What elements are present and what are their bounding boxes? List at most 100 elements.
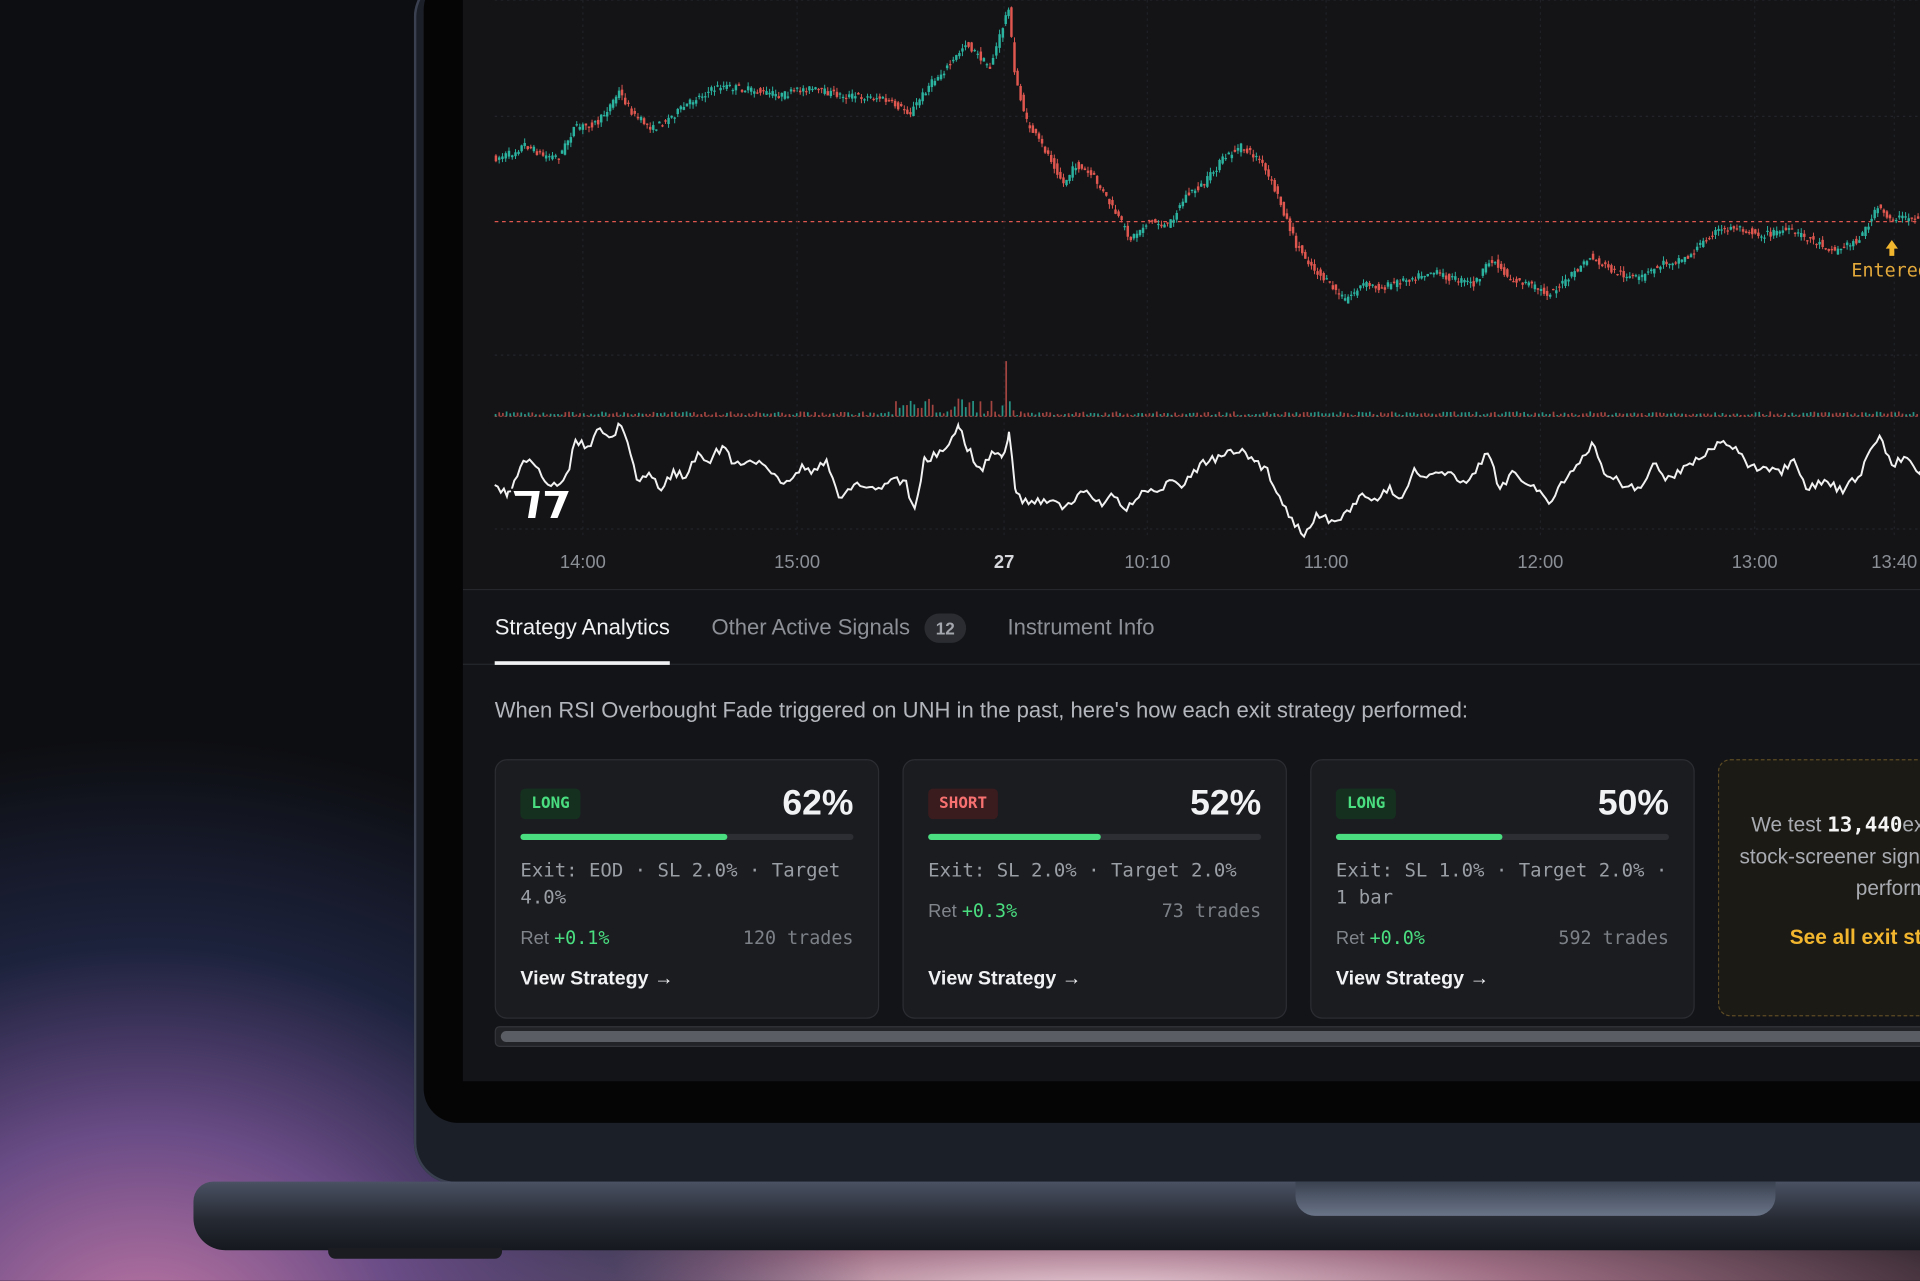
candle [620,89,624,96]
candle [1585,261,1589,265]
view-strategy-link[interactable]: View Strategy → [928,968,1082,990]
volume-bar [1795,414,1797,417]
volume-bar [828,413,831,417]
volume-bar [704,411,706,417]
candle [1692,253,1696,255]
win-rate-bar [1335,833,1503,841]
candle [1594,259,1598,262]
candle [1910,217,1914,219]
candle [1601,264,1604,267]
candle [1653,268,1656,274]
tab[interactable]: Instrument Info [1007,590,1154,665]
view-strategy-link[interactable]: View Strategy → [520,968,674,990]
card-header: LONG 50% [1335,782,1669,824]
candle [1542,287,1546,294]
candle [1120,216,1123,221]
volume-bar [1236,414,1239,417]
volume-bar [1673,412,1676,417]
candle [1812,236,1815,240]
candle [1898,215,1901,218]
volume-bar [1174,412,1177,417]
side-badge: LONG [1335,787,1397,819]
candle [1258,158,1261,161]
tab-border [462,663,1920,665]
volume-bar [1585,413,1588,417]
volume-bar [1548,413,1551,417]
candle [1637,276,1641,280]
volume-bar [1346,413,1349,417]
candle [1643,273,1647,281]
candle [909,112,912,115]
candle [998,34,1001,48]
candle [507,150,511,157]
volume-bar [1200,414,1202,417]
volume-bar [1324,413,1327,417]
volume-bar [1387,413,1390,417]
candle [667,117,670,125]
volume-bar [656,412,659,417]
return: Ret +0.0% [1336,927,1425,949]
volume-bar [1886,413,1889,417]
candle [1046,150,1050,154]
candle [878,96,882,99]
candle [1683,256,1687,262]
candle [1276,186,1279,194]
candle [1411,278,1414,280]
candle [1778,231,1782,234]
time-label: 13:00 [1732,551,1778,572]
candle [802,88,805,92]
volume-bar [1743,414,1746,417]
volume-bar [1633,412,1636,417]
promo-link[interactable]: See all exit strategies → [1789,925,1920,949]
candle [1288,218,1292,232]
candle [991,58,995,65]
candle [655,129,658,131]
candle [1190,189,1194,191]
candle [1634,275,1638,277]
volume-bar [1681,413,1683,417]
candle [1426,273,1429,277]
volume-bar [1717,414,1720,417]
volume-bar [1277,414,1279,417]
candle [1509,279,1512,281]
logo [510,488,573,521]
volume-bar [1203,412,1206,417]
volume-bar [968,402,971,417]
volume-bar [994,411,997,417]
candle [532,146,536,152]
candle [688,99,692,105]
volume-bar [1159,414,1162,417]
candle [1151,220,1154,222]
candle [1833,247,1837,251]
view-strategy-link[interactable]: View Strategy → [1335,968,1490,990]
tab[interactable]: Other Active Signals 12 [712,590,966,665]
volume-bar [1560,413,1562,417]
volume-bar [777,411,780,417]
volume-bar [1416,413,1419,417]
volume-bar [513,412,515,417]
candle [1671,263,1674,266]
promo-text: We test [1751,813,1822,837]
volume-bar [1809,412,1812,417]
tab[interactable]: Strategy Analytics [494,590,670,665]
candle [593,121,597,123]
volume-bar [549,413,552,417]
volume-bar [1306,411,1309,417]
candle [948,64,952,66]
volume-bar [597,413,600,417]
candle [1500,263,1503,270]
volume-bar [1912,412,1915,417]
candle [921,92,924,102]
volume-bar [682,412,684,417]
candle [1301,245,1304,254]
volume-bar [1177,414,1180,417]
candle [1111,200,1114,206]
candle [1665,261,1668,265]
candle [1855,238,1858,244]
volume-bar [847,412,850,417]
candle [906,109,909,114]
screen: Entered 14:00 15:00 27 10:10 11:00 12:00 13:00… [462,0,1920,1082]
scroll-thumb[interactable] [500,1031,1920,1043]
volume-bar [1016,415,1019,417]
return-row: Ret +0.3% 73 trades [928,900,1261,922]
